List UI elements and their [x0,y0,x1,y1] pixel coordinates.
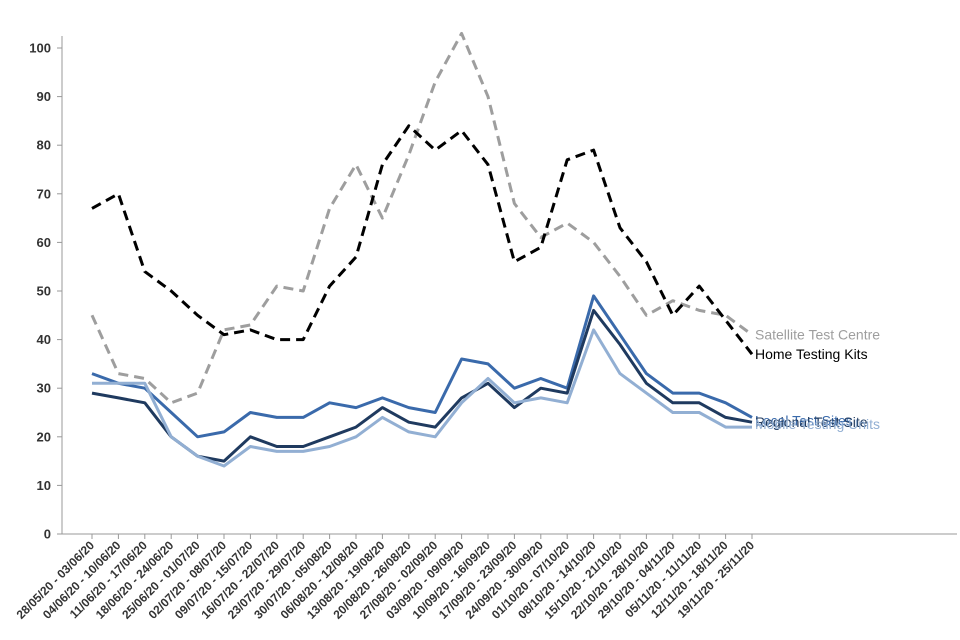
y-tick-label: 60 [37,235,51,250]
y-tick-label: 90 [37,89,51,104]
series-labels: Satellite Test Centre Home Testing Kits Lo… [755,327,880,432]
series-line-satellite-test-centre [90,31,753,405]
y-tick-label: 70 [37,186,51,201]
y-tick-label: 80 [37,138,51,153]
series-line-regional-test-site [91,308,753,463]
y-tick-label: 40 [37,332,51,347]
series-label-local-test-sites: Local Test Sites [755,412,853,428]
series-lines [90,31,754,468]
y-tick-label: 10 [37,478,51,493]
y-axis: 0 10 20 30 40 50 60 70 80 90 100 [29,36,63,542]
series-label-satellite-test-centre: Satellite Test Centre [755,327,880,343]
y-tick-label: 100 [29,41,51,56]
y-tick-label: 0 [44,527,51,542]
series-label-mobile-testing-units: Mobile Testing Units [755,416,880,432]
series-label-regional-test-site: Regional Test Site [755,414,868,430]
series-label-home-testing-kits: Home Testing Kits [755,346,868,362]
y-tick-label: 20 [37,429,51,444]
series-line-home-testing-kits [91,124,754,356]
y-tick-label: 30 [37,381,51,396]
series-line-mobile-testing-units [92,328,752,468]
series-line-local-test-sites [91,294,753,439]
y-tick-label: 50 [37,284,51,299]
